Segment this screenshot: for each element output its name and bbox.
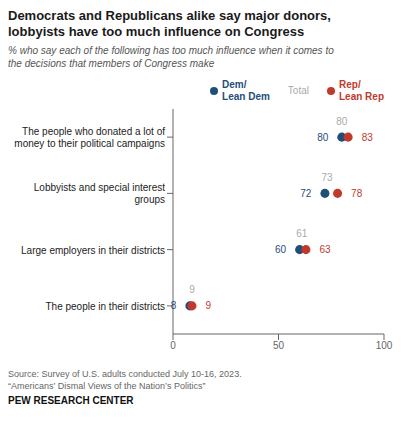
html-text:Dem/ Lean Dem: Dem/ Lean Dem (222, 79, 270, 102)
svg-text:9: 9 (206, 300, 212, 311)
html-text:Rep/ Lean Rep: Rep/ Lean Rep (339, 79, 384, 102)
svg-text:61: 61 (296, 228, 308, 239)
svg-text:83: 83 (362, 132, 374, 143)
svg-text:9: 9 (189, 284, 195, 295)
svg-text:60: 60 (275, 244, 287, 255)
svg-text:100: 100 (376, 340, 393, 351)
svg-text:Large employers in their distr: Large employers in their districts (21, 245, 165, 256)
svg-text:8: 8 (171, 300, 177, 311)
svg-text:78: 78 (351, 188, 363, 199)
html-text:Total: Total (287, 85, 309, 96)
svg-text:80: 80 (336, 116, 348, 127)
svg-text:Lobbyists and special interest: Lobbyists and special interestgroups (34, 182, 165, 205)
svg-text:80: 80 (317, 132, 329, 143)
html-text:% who say each of the followin: % who say each of the following has too … (8, 45, 334, 69)
html-text:Source: Survey of U.S. adults: Source: Survey of U.S. adults conducted … (8, 369, 242, 379)
html-text:PEW RESEARCH CENTER: PEW RESEARCH CENTER (8, 395, 134, 406)
svg-text:73: 73 (321, 172, 333, 183)
html-text:“Americans’ Dismal Views of th: “Americans’ Dismal Views of the Nation’s… (8, 381, 206, 391)
svg-text:The people in their districts: The people in their districts (45, 301, 165, 312)
svg-text:The people who donated a lot o: The people who donated a lot ofmoney to … (14, 126, 165, 149)
svg-text:50: 50 (273, 340, 285, 351)
svg-text:72: 72 (300, 188, 312, 199)
svg-text:0: 0 (170, 340, 176, 351)
html-text:Democrats and Republicans alik: Democrats and Republicans alike say majo… (8, 8, 331, 39)
svg-text:63: 63 (319, 244, 331, 255)
